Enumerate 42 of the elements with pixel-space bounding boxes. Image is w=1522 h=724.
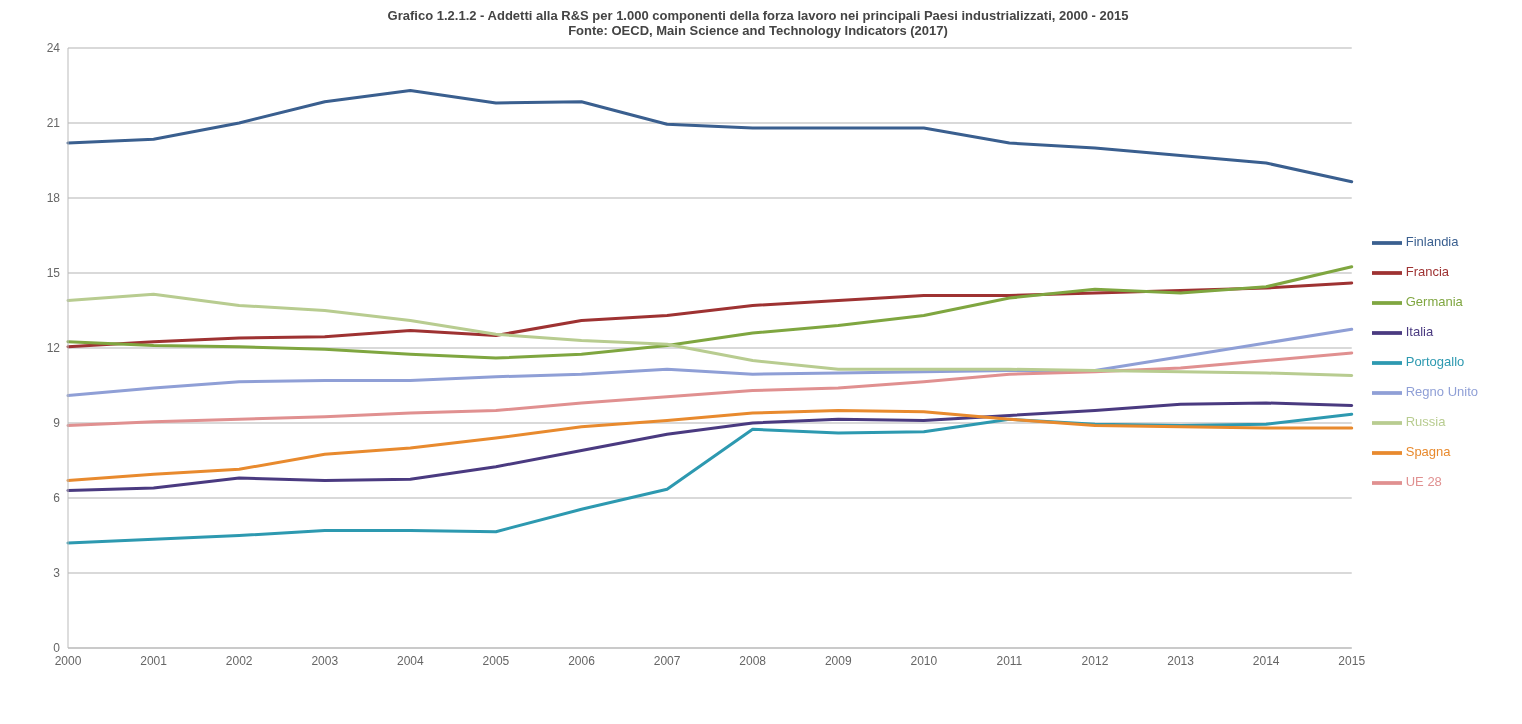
x-tick-label: 2011 (996, 653, 1023, 668)
x-tick-label: 2000 (54, 653, 82, 668)
line-series (66, 351, 1354, 427)
y-tick-label: 9 (53, 416, 61, 431)
y-tick-label: 15 (46, 266, 61, 281)
legend-label: Portogallo (1405, 354, 1465, 370)
legend-label: Finlandia (1405, 234, 1459, 250)
x-tick-label: 2002 (225, 653, 253, 668)
chart-title: Grafico 1.2.1.2 - Addetti alla R&S per 1.000 componenti della forza lavoro nei principali Paesi industrializzati, 2000 - 2015 (386, 8, 1130, 23)
y-tick-label: 3 (53, 566, 61, 581)
x-tick-label: 2013 (1167, 653, 1195, 668)
legend-label: Regno Unito (1405, 384, 1478, 400)
y-tick-label: 21 (46, 116, 61, 131)
x-tick-label: 2010 (910, 653, 938, 668)
line-series (66, 409, 1354, 482)
x-tick-label: 2009 (824, 653, 852, 668)
x-tick-label: 2014 (1252, 653, 1280, 668)
y-tick-label: 6 (53, 491, 61, 506)
legend-label: UE 28 (1405, 474, 1442, 490)
y-tick-label: 0 (53, 641, 61, 656)
legend-label: Germania (1405, 294, 1463, 310)
chart-subtitle: Fonte: OECD, Main Science and Technology Indicators (2017) (567, 23, 949, 38)
x-tick-label: 2005 (482, 653, 510, 668)
x-tick-label: 2008 (739, 653, 767, 668)
x-tick-label: 2012 (1081, 653, 1109, 668)
line-series (66, 292, 1354, 377)
x-tick-label: 2001 (140, 653, 168, 668)
legend-label: Russia (1405, 414, 1446, 430)
legend-label: Italia (1405, 324, 1434, 340)
y-tick-label: 18 (46, 191, 61, 206)
line-series (66, 265, 1354, 360)
line-series (66, 89, 1354, 184)
x-tick-label: 2003 (311, 653, 339, 668)
x-tick-label: 2006 (568, 653, 596, 668)
x-tick-label: 2007 (653, 653, 681, 668)
y-tick-label: 24 (46, 41, 61, 56)
y-tick-label: 12 (46, 341, 61, 356)
x-tick-label: 2004 (396, 653, 424, 668)
legend-label: Spagna (1405, 444, 1451, 460)
legend-label: Francia (1405, 264, 1450, 280)
x-tick-label: 2015 (1338, 653, 1366, 668)
line-series (66, 401, 1354, 492)
